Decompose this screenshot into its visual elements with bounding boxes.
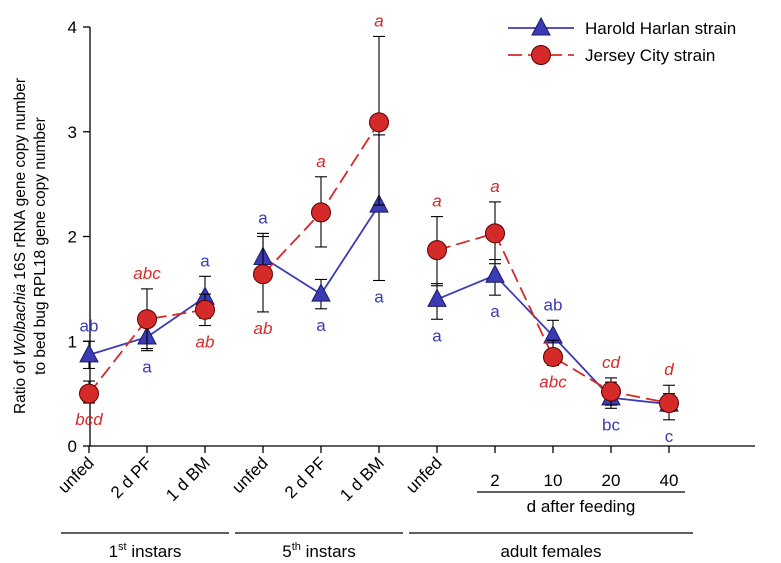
legend-label: Jersey City strain — [585, 46, 715, 65]
x-tick-label: 1 d BM — [336, 453, 388, 505]
x-tick-label: 2 — [490, 471, 499, 490]
data-point — [601, 381, 621, 402]
x-tick-label: 10 — [544, 471, 563, 490]
x-tick-label: unfed — [54, 453, 98, 497]
data-point — [543, 346, 563, 367]
legend: Harold Harlan strain Jersey City strain — [508, 16, 736, 65]
group-label: 1st instars — [109, 541, 182, 561]
x-tick-label: 40 — [660, 471, 679, 490]
group-label-part: instars — [301, 542, 356, 561]
significance-letter: ab — [196, 333, 215, 352]
y-axis-label-part: 16S rRNA gene copy number — [12, 78, 29, 284]
data-point — [369, 112, 389, 133]
group-label: adult females — [500, 542, 601, 561]
significance-letter: bcd — [75, 410, 103, 429]
significance-letter: d — [664, 360, 674, 379]
significance-letter: a — [316, 152, 325, 171]
significance-letter: a — [200, 251, 210, 270]
significance-letter: a — [490, 177, 499, 196]
x-tick-label: 1 d BM — [162, 453, 214, 505]
significance-letter: c — [665, 427, 674, 446]
data-point — [485, 223, 505, 244]
significance-letter: a — [374, 11, 383, 30]
data-point — [195, 299, 215, 320]
data-point — [79, 343, 99, 363]
significance-letter: abc — [133, 264, 161, 283]
group-label-part: 1 — [109, 542, 118, 561]
y-tick-label: 2 — [68, 228, 77, 247]
data-point — [79, 383, 99, 404]
x-tick-label: 20 — [602, 471, 621, 490]
legend-marker — [531, 16, 551, 36]
legend-marker — [531, 45, 551, 65]
x-tick-label: 2 d PF — [281, 453, 330, 502]
significance-letter: ab — [80, 316, 99, 335]
y-tick-label: 3 — [68, 123, 77, 142]
significance-letter: a — [142, 358, 152, 377]
x-tick-label: unfed — [228, 453, 272, 497]
group-label-part: instars — [127, 542, 182, 561]
significance-letter: a — [316, 316, 326, 335]
y-tick-label: 0 — [68, 437, 77, 456]
series-line — [88, 308, 206, 395]
group-label-part: 5 — [282, 542, 291, 561]
data-point — [427, 240, 447, 261]
y-axis-label-line2: to bed bug RPL18 gene copy number — [32, 117, 49, 375]
significance-letter: ab — [254, 319, 273, 338]
y-tick-label: 4 — [68, 18, 77, 37]
data-point — [485, 264, 505, 283]
significance-letter: a — [432, 192, 441, 211]
data-point — [427, 288, 447, 307]
group-label-sup: th — [292, 541, 301, 553]
data-point — [311, 283, 331, 302]
significance-letter: a — [432, 326, 442, 345]
y-axis-label-line1: Ratio of Wolbachia 16S rRNA gene copy nu… — [12, 78, 29, 414]
significance-letter: a — [374, 287, 384, 306]
significance-letter: a — [258, 208, 268, 227]
data-point — [659, 393, 679, 414]
significance-letter: ab — [544, 295, 563, 314]
x-tick-label: unfed — [402, 453, 446, 497]
significance-letter: cd — [602, 353, 621, 372]
y-tick-label: 1 — [68, 332, 77, 351]
series-line — [436, 232, 670, 404]
subgroup-label: d after feeding — [527, 497, 636, 516]
significance-letter: bc — [602, 415, 620, 434]
data-point — [311, 202, 331, 223]
axes: 0 1 2 3 4 Ratio of Wolbachia 16S rRNA gene co… — [12, 18, 755, 505]
legend-label: Harold Harlan strain — [585, 19, 736, 38]
group-label-sup: st — [118, 541, 127, 553]
series-layer: ab a a a a a a a ab bc c bcd abc ab ab a a a a abc cd d — [75, 11, 679, 446]
significance-letter: abc — [539, 372, 567, 391]
data-point — [253, 264, 273, 285]
y-axis-label-part: Wolbachia — [12, 284, 29, 357]
y-axis-label-part: Ratio of — [12, 356, 29, 414]
x-tick-label: 2 d PF — [107, 453, 156, 502]
series-2: bcd abc ab ab a a a a abc cd d — [75, 11, 679, 429]
group-label: 5th instars — [282, 541, 355, 561]
data-point — [137, 309, 157, 330]
significance-letter: a — [490, 302, 500, 321]
